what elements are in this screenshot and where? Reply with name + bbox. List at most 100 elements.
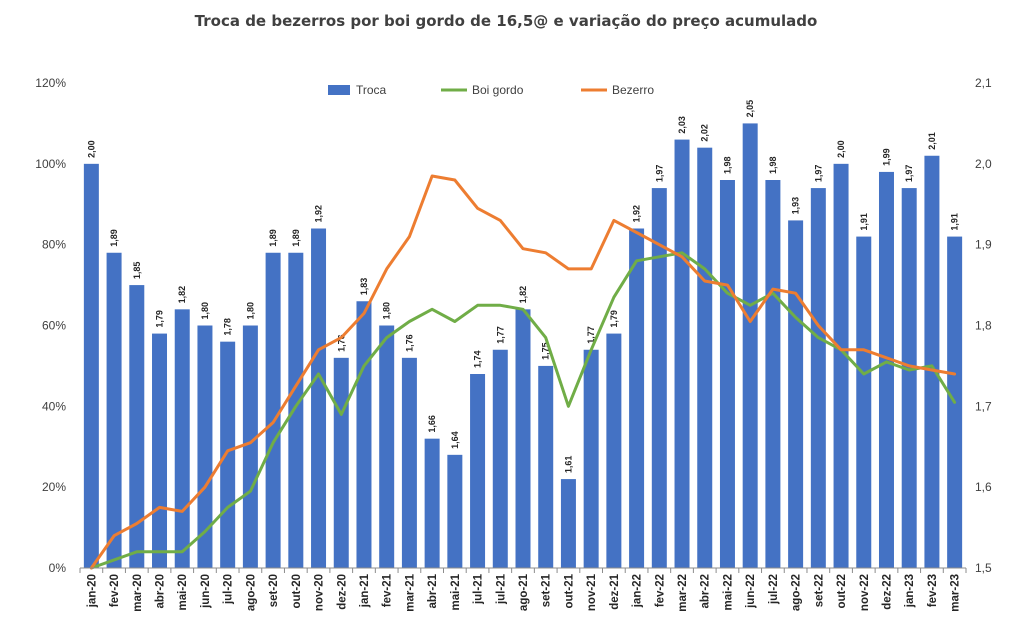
bar-data-label: 1,75	[541, 342, 551, 360]
x-tick-label: jul-21	[473, 573, 485, 605]
x-tick-label: mai-21	[450, 573, 462, 610]
legend-label: Bezerro	[612, 83, 654, 97]
bar-data-label: 1,97	[654, 165, 664, 183]
bar-data-label: 1,77	[495, 326, 505, 344]
x-tick-label: mai-22	[722, 574, 734, 610]
x-tick-label: jul-20	[223, 574, 235, 605]
bar-data-label: 2,02	[700, 124, 710, 142]
bar	[174, 309, 190, 568]
x-tick-label: out-20	[291, 574, 303, 609]
bar-data-label: 1,79	[609, 310, 619, 328]
bar	[719, 180, 735, 568]
x-tick-label: abr-20	[155, 574, 167, 609]
bar	[401, 357, 417, 568]
bar	[265, 252, 281, 568]
bar	[424, 438, 440, 568]
bar-data-label: 1,66	[427, 415, 437, 433]
bar-data-label: 1,99	[881, 148, 891, 166]
left-tick-label: 120%	[35, 76, 66, 90]
x-tick-label: jan-20	[86, 574, 98, 608]
left-tick-label: 20%	[42, 480, 66, 494]
x-tick-label: set-22	[813, 574, 825, 607]
x-tick-label: jan-21	[359, 573, 371, 608]
x-tick-label: fev-21	[382, 573, 394, 607]
bar-data-label: 1,89	[291, 229, 301, 247]
bar-data-label: 1,74	[473, 350, 483, 368]
x-tick-label: abr-21	[427, 573, 439, 608]
x-tick-label: mar-22	[677, 574, 689, 612]
bar-data-label: 1,97	[904, 165, 914, 183]
bar-data-label: 1,89	[109, 229, 119, 247]
bar-data-labels: 2,00 1,89 1,85 1,79 1,82 1,80 1,78 1,80 1,89 1,89…	[86, 100, 959, 473]
bar-data-label: 1,98	[768, 156, 778, 174]
x-tick-label: mar-23	[950, 574, 962, 612]
x-tick-label: ago-20	[245, 574, 257, 611]
bar	[83, 163, 99, 569]
bar-data-label: 1,91	[950, 213, 960, 231]
bar-data-label: 1,92	[314, 205, 324, 223]
x-tick-label: fev-22	[654, 574, 666, 607]
bar	[629, 228, 645, 568]
bar	[333, 357, 349, 568]
bar	[242, 325, 258, 568]
bar	[220, 341, 236, 568]
bar-data-label: 1,80	[200, 302, 210, 320]
x-tick-label: nov-22	[859, 574, 871, 611]
left-tick-label: 40%	[42, 399, 66, 413]
bar	[311, 228, 327, 568]
x-axis: jan-20 fev-20 mar-20 abr-20 mai-20 jun-20 jul-…	[79, 567, 967, 612]
bar-data-label: 1,97	[813, 165, 823, 183]
bar	[356, 301, 372, 568]
bar	[560, 479, 576, 568]
bar	[583, 349, 599, 568]
bar-data-label: 1,78	[223, 318, 233, 336]
x-tick-label: jul-22	[768, 574, 780, 605]
bar-data-label: 2,01	[927, 132, 937, 150]
bar-data-label: 1,93	[791, 197, 801, 215]
bar-data-label: 2,03	[677, 116, 687, 134]
bar	[901, 188, 917, 569]
right-axis: 1,5 1,6 1,7 1,8 1,9 2,0 2,1	[975, 76, 992, 575]
x-tick-label: fev-20	[109, 574, 121, 607]
x-tick-label: out-21	[563, 573, 575, 608]
x-tick-label: set-21	[541, 573, 553, 607]
bar	[765, 180, 781, 568]
right-tick-label: 1,9	[975, 238, 992, 252]
x-tick-label: fev-23	[927, 574, 939, 607]
x-tick-label: mar-21	[404, 573, 416, 611]
bar	[492, 349, 508, 568]
right-tick-label: 1,8	[975, 319, 992, 333]
right-tick-label: 1,5	[975, 561, 992, 575]
x-tick-label: out-22	[836, 574, 848, 609]
left-tick-label: 60%	[42, 319, 66, 333]
x-tick-label: dez-20	[336, 574, 348, 610]
bar-data-label: 1,98	[722, 156, 732, 174]
bar	[697, 147, 713, 568]
bar	[788, 220, 804, 568]
bar-data-label: 1,83	[359, 278, 369, 296]
left-tick-label: 0%	[49, 561, 67, 575]
bar	[152, 333, 168, 568]
bar	[447, 454, 463, 568]
bar	[106, 252, 122, 568]
bar-data-label: 1,91	[859, 213, 869, 231]
bar-data-label: 1,80	[382, 302, 392, 320]
x-tick-label: dez-22	[881, 574, 893, 610]
bar	[197, 325, 213, 568]
right-tick-label: 2,1	[975, 76, 992, 90]
bar-data-label: 2,05	[745, 100, 755, 118]
bar-data-label: 1,85	[132, 262, 142, 280]
bar-data-label: 1,76	[336, 334, 346, 352]
left-axis: 0% 20% 40% 60% 80% 100% 120%	[35, 76, 66, 575]
x-tick-label: jan-22	[632, 574, 644, 608]
bar	[538, 365, 554, 568]
bar	[924, 155, 940, 568]
bar	[742, 123, 758, 569]
bar-data-label: 1,92	[632, 205, 642, 223]
x-tick-label: nov-21	[586, 573, 598, 611]
legend-label: Boi gordo	[472, 83, 524, 97]
line-bezerro	[89, 174, 957, 570]
right-tick-label: 1,7	[975, 399, 992, 413]
